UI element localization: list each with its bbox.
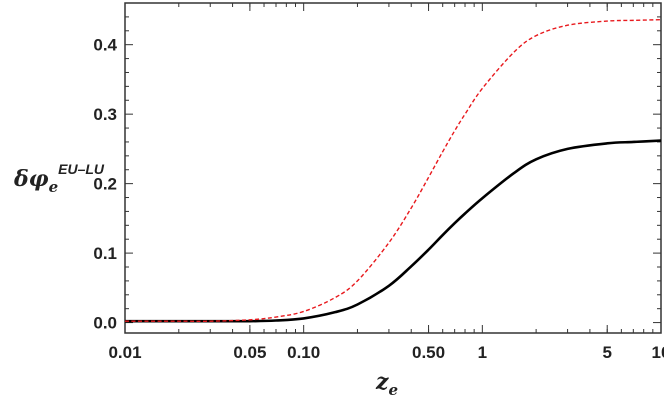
x-axis-label-sub: e — [389, 381, 399, 399]
y-axis-label-sub: e — [49, 178, 59, 196]
curves-layer — [125, 18, 662, 323]
labels-layer: 0.01 0.05 0.10 0.50 1 5 10 0.0 0.1 0.2 0.3 0.4 — [93, 36, 664, 362]
x-tick-label-5: 5 — [602, 343, 611, 362]
y-axis-label-main: δφ — [13, 166, 49, 192]
solid-black-curve — [125, 139, 662, 323]
y-tick-label-2: 0.2 — [93, 175, 117, 194]
y-tick-label-4: 0.4 — [93, 36, 117, 55]
x-axis-label-main: z — [375, 369, 389, 395]
dashed-red-curve — [125, 18, 662, 322]
y-axis-label-sup: EU–LU — [58, 161, 105, 177]
ticks-layer — [124, 3, 662, 333]
x-tick-label-1: 0.05 — [233, 343, 266, 362]
x-tick-label-0: 0.01 — [108, 343, 141, 362]
x-tick-label-2: 0.10 — [287, 343, 320, 362]
x-tick-label-6: 10 — [652, 343, 664, 362]
x-tick-label-3: 0.50 — [412, 343, 445, 362]
y-tick-label-3: 0.3 — [93, 105, 117, 124]
y-axis-label: δφeEU–LU — [13, 161, 105, 196]
y-tick-label-1: 0.1 — [93, 244, 117, 263]
y-tick-label-0: 0.0 — [93, 314, 117, 333]
x-tick-label-4: 1 — [478, 343, 487, 362]
x-axis-label: ze — [375, 369, 398, 399]
plot-frame — [124, 2, 662, 334]
